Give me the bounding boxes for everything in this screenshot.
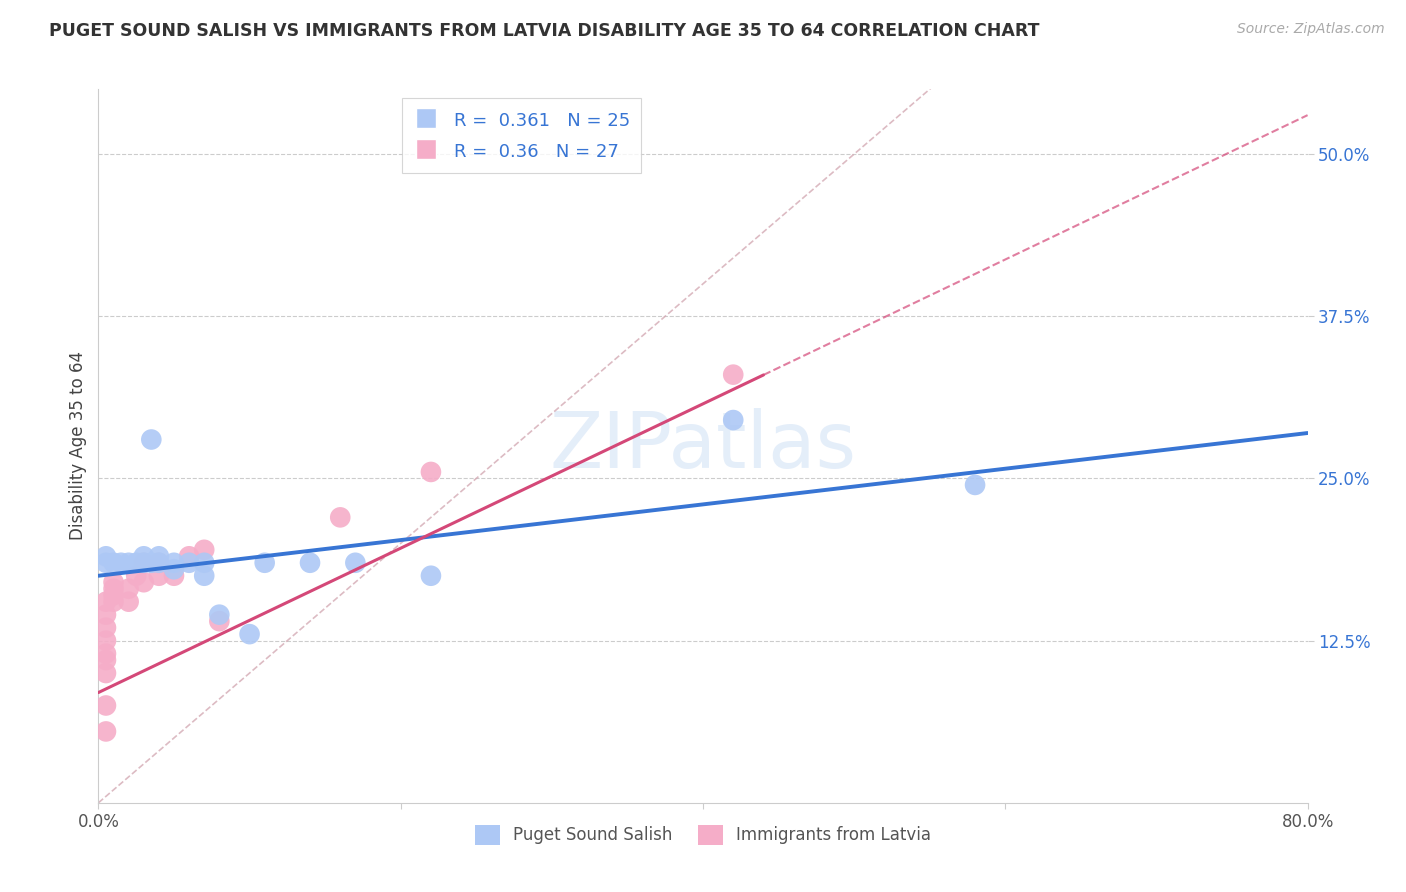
Point: [193, 542, 215, 557]
Point: [118, 595, 141, 609]
Point: [253, 556, 276, 570]
Legend: Puget Sound Salish, Immigrants from Latvia: Puget Sound Salish, Immigrants from Latv…: [468, 818, 938, 852]
Point: [723, 413, 745, 427]
Point: [103, 595, 125, 609]
Point: [103, 575, 125, 590]
Point: [94, 595, 117, 609]
Point: [94, 724, 117, 739]
Point: [94, 549, 117, 564]
Point: [103, 556, 125, 570]
Point: [118, 582, 141, 596]
Point: [103, 588, 125, 602]
Point: [141, 556, 163, 570]
Text: PUGET SOUND SALISH VS IMMIGRANTS FROM LATVIA DISABILITY AGE 35 TO 64 CORRELATION: PUGET SOUND SALISH VS IMMIGRANTS FROM LA…: [49, 22, 1039, 40]
Point: [94, 698, 117, 713]
Point: [420, 465, 443, 479]
Point: [94, 647, 117, 661]
Point: [193, 568, 215, 582]
Point: [344, 556, 367, 570]
Point: [94, 666, 117, 681]
Point: [208, 614, 231, 628]
Point: [723, 368, 745, 382]
Point: [163, 562, 186, 576]
Point: [148, 556, 170, 570]
Point: [163, 556, 186, 570]
Y-axis label: Disability Age 35 to 64: Disability Age 35 to 64: [69, 351, 87, 541]
Point: [125, 568, 148, 582]
Point: [163, 568, 186, 582]
Point: [299, 556, 322, 570]
Point: [118, 556, 141, 570]
Point: [132, 575, 155, 590]
Point: [94, 607, 117, 622]
Point: [965, 478, 987, 492]
Point: [420, 568, 443, 582]
Point: [94, 633, 117, 648]
Point: [148, 568, 170, 582]
Point: [94, 556, 117, 570]
Point: [132, 549, 155, 564]
Point: [125, 556, 148, 570]
Point: [179, 556, 201, 570]
Point: [103, 582, 125, 596]
Point: [94, 653, 117, 667]
Point: [94, 621, 117, 635]
Point: [179, 549, 201, 564]
Text: ZIPatlas: ZIPatlas: [550, 408, 856, 484]
Point: [132, 556, 155, 570]
Point: [193, 556, 215, 570]
Point: [148, 556, 170, 570]
Text: Source: ZipAtlas.com: Source: ZipAtlas.com: [1237, 22, 1385, 37]
Point: [208, 607, 231, 622]
Point: [239, 627, 262, 641]
Point: [110, 556, 132, 570]
Point: [148, 549, 170, 564]
Point: [141, 433, 163, 447]
Point: [329, 510, 352, 524]
Point: [132, 556, 155, 570]
